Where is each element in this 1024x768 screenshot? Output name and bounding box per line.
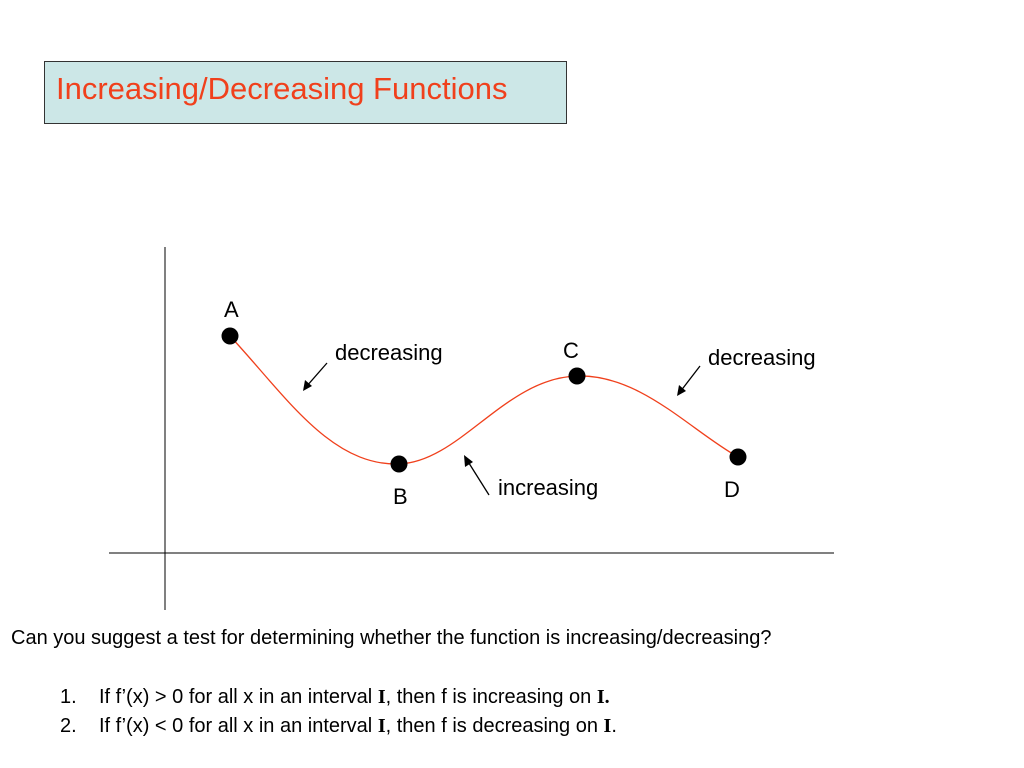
- point-c: [568, 367, 586, 385]
- function-curve: [229, 335, 739, 465]
- label-decreasing-left: decreasing: [335, 340, 443, 365]
- rule-number: 2.: [60, 715, 77, 737]
- rule-text: If f’(x) < 0 for all x in an interval I,…: [99, 715, 617, 738]
- interval-symbol-end: I: [603, 715, 612, 737]
- point-b: [390, 455, 408, 473]
- point-a: [221, 327, 239, 345]
- point-c-label: C: [563, 338, 579, 363]
- label-increasing: increasing: [498, 475, 599, 500]
- interval-symbol-end: I.: [596, 686, 610, 708]
- label-decreasing-right: decreasing: [708, 345, 816, 370]
- rule-number: 1.: [60, 686, 77, 708]
- interval-symbol: I: [377, 686, 386, 708]
- question-text: Can you suggest a test for determining w…: [11, 627, 772, 649]
- arrow-decreasing-right: [677, 365, 701, 396]
- rule-prefix: If f’(x) < 0 for all x in an interval: [99, 715, 378, 737]
- arrow-increasing: [464, 455, 490, 496]
- point-a-label: A: [224, 297, 239, 322]
- slide-title: Increasing/Decreasing Functions: [56, 71, 508, 106]
- point-d-label: D: [724, 477, 740, 502]
- rule-prefix: If f’(x) > 0 for all x in an interval: [99, 686, 378, 708]
- arrow-decreasing-left: [303, 362, 328, 391]
- point-b-label: B: [393, 484, 408, 509]
- rule-text: If f’(x) > 0 for all x in an interval I,…: [99, 686, 610, 709]
- title-box: Increasing/Decreasing Functions: [44, 61, 567, 124]
- rule-middle: , then f is decreasing on: [385, 715, 604, 737]
- point-d: [729, 448, 747, 466]
- rule-suffix: .: [611, 715, 617, 737]
- interval-symbol: I: [377, 715, 386, 737]
- rule-middle: , then f is increasing on: [385, 686, 597, 708]
